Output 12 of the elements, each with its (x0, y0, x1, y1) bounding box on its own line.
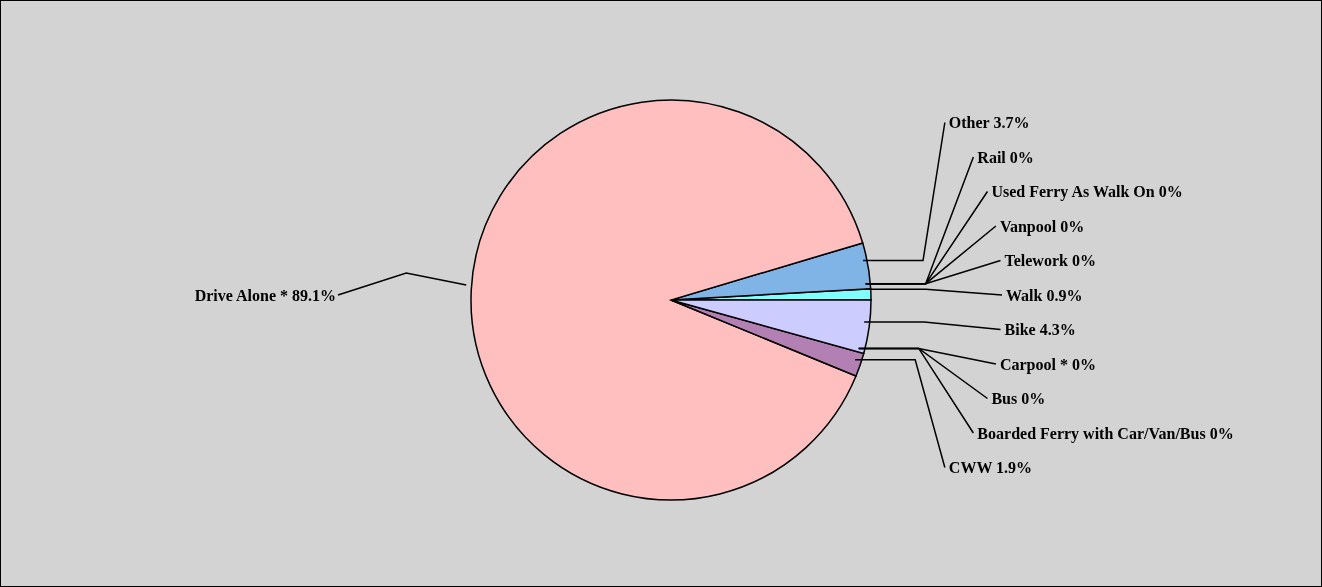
slice-label: Bike 4.3% (1004, 321, 1076, 339)
slice-label: CWW 1.9% (948, 459, 1033, 477)
category-label: Rail 0% (977, 148, 1034, 166)
slice-label: Walk 0.9% (1006, 286, 1083, 304)
slice-label: Drive Alone * 89.1% (194, 286, 336, 304)
category-label: Telework 0% (1004, 252, 1096, 270)
category-label: Boarded Ferry with Car/Van/Bus 0% (977, 424, 1234, 442)
slice-label: Other 3.7% (948, 114, 1030, 132)
category-label: Carpool * 0% (999, 355, 1096, 373)
category-label: Bus 0% (991, 390, 1046, 408)
category-label: Vanpool 0% (999, 217, 1085, 235)
category-label: Used Ferry As Walk On 0% (991, 183, 1183, 201)
